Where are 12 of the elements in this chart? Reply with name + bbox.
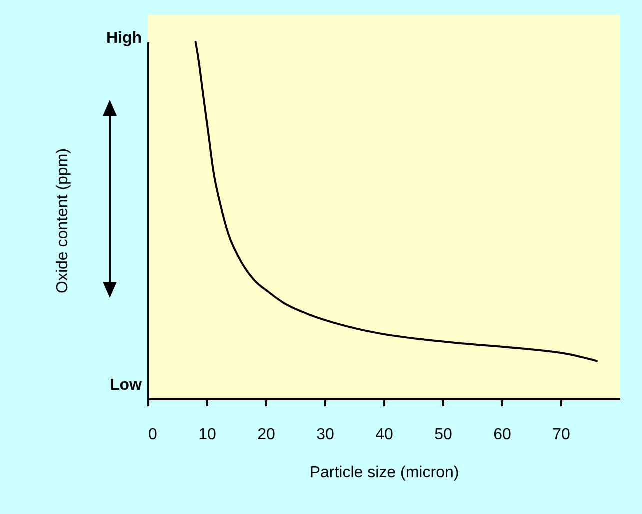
x-tick-label: 20 — [258, 426, 276, 444]
text: Low — [110, 377, 143, 394]
x-tick-label: 10 — [198, 426, 216, 444]
x-tick-label: 30 — [316, 426, 334, 444]
x-tick-label: 70 — [552, 426, 570, 444]
x-tick-label: 40 — [376, 426, 394, 444]
x-tick-label: 60 — [494, 426, 512, 444]
y-axis-title: Oxide content (ppm) — [54, 148, 72, 294]
x-axis-title: Particle size (micron) — [310, 464, 460, 482]
x-tick-label: 0 — [148, 426, 158, 444]
text: High — [106, 30, 142, 47]
x-tick-label: 50 — [434, 426, 452, 444]
